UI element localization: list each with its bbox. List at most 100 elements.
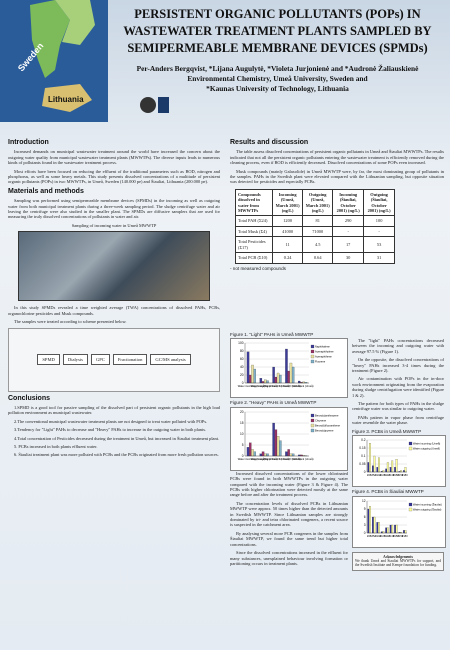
table-cell: 30: [332, 252, 365, 264]
left-column: Introduction Increased demands on municip…: [8, 136, 220, 461]
conclusion-item: 2.The conventional municipal wastewater …: [14, 418, 208, 424]
header-cell: Incoming (Umeå, March 2001) (ng/L): [272, 188, 304, 217]
y-tick-label: 0: [364, 470, 366, 474]
x-tick-label: #118: [384, 534, 390, 538]
y-tick-label: 20: [240, 374, 244, 378]
section-heading: Introduction: [8, 139, 49, 146]
y-tick-label: 5: [242, 443, 244, 447]
bar: [298, 381, 301, 384]
paragraph: The pattern for both types of PAHs in th…: [352, 401, 444, 412]
x-tick-label: Water incoming (Umeå): [238, 457, 265, 461]
logos: [140, 97, 169, 113]
y-tick-label: 0.15: [359, 446, 365, 450]
conclusion-item: 1.SPMD is a good tool for passive sampli…: [8, 404, 220, 416]
photo-caption: Sampling of incoming water in Umeå MWWTP: [71, 222, 157, 228]
bar: [380, 531, 383, 533]
y-tick-label: 9: [364, 507, 366, 511]
y-tick-label: 12: [362, 499, 366, 503]
x-tick-label: Field blank (Umeå): [292, 457, 314, 461]
paragraph: The table assess dissolved concentration…: [230, 149, 444, 166]
y-tick-label: 0.05: [359, 462, 365, 466]
bar: [403, 529, 405, 533]
authors: Per-Anders Bergqvist, *Lijana Augulytė, …: [136, 64, 419, 73]
x-tick-label: #28: [367, 534, 372, 538]
bar: [404, 467, 407, 473]
scheme-step: SPMD: [37, 353, 60, 366]
table-cell: 41000: [272, 225, 304, 238]
legend-swatch: [310, 355, 315, 359]
bar: [372, 465, 374, 473]
paragraph: Sampling was performed using semipermeab…: [8, 198, 220, 220]
acknowledgements: Acknowledgements We thank Umeå and Šiauli…: [352, 551, 444, 571]
y-tick-label: 0.2: [361, 438, 366, 442]
bar: [253, 451, 256, 456]
legend-swatch: [408, 507, 413, 511]
legend-swatch: [408, 502, 413, 506]
legend-swatch: [310, 360, 315, 364]
paragraph: The concentration levels of dissolved PC…: [230, 500, 348, 528]
conclusion-item: 4.Total concentration of Pesticides decr…: [14, 435, 220, 441]
x-tick-label: #52: [372, 534, 377, 538]
bar: [378, 457, 380, 473]
paragraph: By analysing several more PCB congeners …: [230, 530, 348, 547]
bar: [386, 527, 389, 533]
bar: [272, 367, 275, 384]
results-table: Compounds dissolved in water from MWWTPs…: [234, 188, 395, 264]
legend-label: Chrysene: [315, 418, 327, 422]
ack-heading: Acknowledgements: [383, 554, 413, 559]
table-row: Total PCB (Σ10) 0.24 0.64 30 31: [234, 252, 395, 264]
bar: [382, 530, 385, 533]
ack-text: We thank Umeå and Šiauliai MWWTPs for su…: [355, 558, 441, 568]
bar: [279, 375, 282, 384]
legend-label: Acenaphthylene: [315, 350, 334, 354]
bar: [251, 365, 254, 384]
table-cell: 81: [302, 215, 334, 227]
bar: [266, 453, 269, 456]
table-cell: 53: [363, 236, 395, 254]
x-tick-label: #180: [402, 534, 408, 538]
table-cell: -: [363, 225, 395, 238]
legend-label: Naphthalene: [315, 345, 330, 349]
scheme-step: GPC: [90, 353, 110, 366]
bar: [246, 446, 250, 456]
table-row: Total PAH (Σ24) 1200 81 290 100: [234, 215, 395, 227]
table-cell: Total PAH (Σ24): [234, 215, 274, 227]
bar: [264, 380, 267, 384]
legend-swatch: [310, 345, 315, 349]
x-tick-label: #156: [397, 534, 403, 538]
bar: [391, 524, 394, 533]
bar: [373, 516, 376, 533]
x-tick-label: #153: [393, 473, 399, 477]
header-cell: Compounds dissolved in water from MWWTPs: [234, 188, 274, 217]
y-tick-label: 100: [238, 342, 244, 346]
section-heading: Materials and methods: [8, 187, 84, 195]
y-tick-label: 40: [240, 366, 244, 370]
affiliation: *Kaunas University of Technology, Lithua…: [206, 84, 349, 93]
bar: [367, 508, 370, 533]
map-label: Lithuania: [48, 95, 84, 104]
x-tick-label: Air Centrif. (Umeå): [279, 384, 301, 388]
y-tick-label: 80: [240, 350, 244, 354]
legend-label: Water outgoing (Umeå): [413, 447, 440, 451]
bar: [376, 521, 379, 533]
bar: [291, 367, 295, 384]
bar: [404, 529, 407, 533]
y-tick-label: 0: [364, 531, 366, 535]
bar: [391, 460, 394, 473]
x-tick-label: #153: [393, 534, 399, 538]
x-tick-label: #138: [389, 473, 395, 477]
bar: [274, 377, 278, 384]
legend-label: Water incoming (Umeå): [413, 442, 440, 446]
bar: [249, 442, 252, 456]
x-tick-label: Water incoming (Umeå): [238, 384, 265, 388]
table-cell: 71000: [302, 225, 334, 238]
bar: [395, 459, 398, 473]
y-tick-label: 0: [242, 454, 244, 458]
paragraph: Most efforts have been focused on reduci…: [8, 168, 220, 185]
x-tick-label: Field blank (Umeå): [292, 384, 314, 388]
legend-swatch: [310, 428, 315, 432]
bar: [372, 516, 374, 533]
bar: [259, 378, 263, 384]
x-tick-label: Water Centrif. (Umeå): [264, 457, 289, 461]
x-tick-label: #138: [389, 534, 395, 538]
